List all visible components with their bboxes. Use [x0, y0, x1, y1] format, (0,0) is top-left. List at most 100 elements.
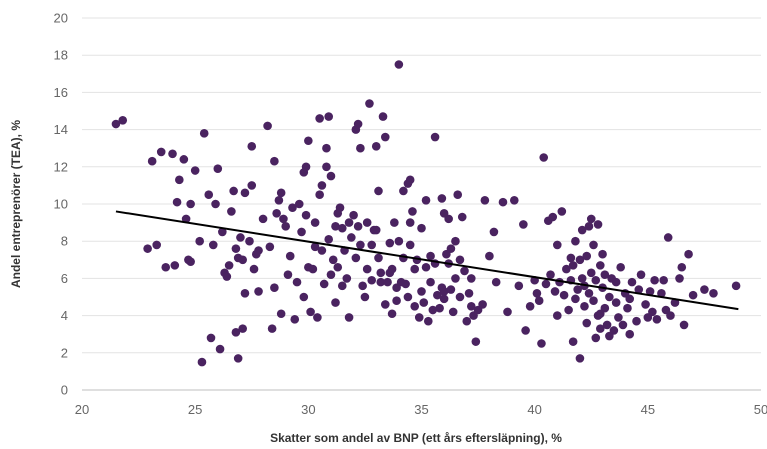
data-point: [414, 313, 424, 322]
trendline: [115, 210, 739, 311]
data-point: [337, 281, 347, 291]
data-point: [238, 324, 247, 333]
y-axis-title: Andel entreprenörer (TEA), %: [9, 120, 23, 288]
data-point: [249, 264, 259, 274]
y-tick-label: 6: [61, 271, 68, 286]
data-point: [270, 156, 279, 166]
data-point: [147, 156, 157, 166]
y-tick-label: 14: [54, 122, 68, 137]
data-point: [367, 240, 377, 250]
data-point: [616, 262, 625, 272]
data-point: [405, 218, 415, 227]
data-point: [623, 303, 632, 313]
data-point: [514, 281, 524, 291]
data-point: [247, 142, 257, 151]
data-point: [267, 324, 277, 333]
data-point: [399, 186, 408, 196]
data-point: [439, 209, 449, 218]
data-point: [650, 275, 659, 285]
data-point: [437, 194, 447, 203]
data-point: [532, 288, 542, 298]
data-point: [462, 316, 472, 326]
data-point: [455, 292, 465, 302]
data-point: [387, 309, 397, 319]
data-point: [229, 186, 238, 196]
data-point: [577, 274, 587, 283]
data-point: [279, 214, 288, 224]
y-tick-label: 20: [54, 11, 68, 26]
data-point: [290, 315, 300, 324]
data-point: [349, 210, 358, 220]
data-point: [417, 287, 426, 296]
data-point: [211, 199, 220, 209]
data-point: [328, 255, 338, 265]
data-point: [614, 313, 623, 322]
data-point: [596, 309, 605, 319]
data-point: [675, 274, 684, 283]
data-point: [374, 186, 383, 196]
data-point: [575, 354, 585, 363]
data-point: [426, 277, 435, 287]
data-point: [238, 255, 247, 265]
data-point: [376, 268, 386, 278]
data-point: [596, 324, 605, 333]
data-point: [310, 242, 320, 252]
data-point: [408, 207, 417, 216]
data-point: [233, 354, 243, 363]
data-point: [315, 114, 324, 123]
data-point: [118, 116, 128, 125]
data-point: [335, 203, 345, 213]
data-point: [344, 313, 354, 322]
data-point: [172, 197, 182, 207]
data-point: [466, 274, 476, 283]
x-tick-label: 45: [641, 402, 655, 417]
data-point: [593, 220, 603, 229]
data-point: [568, 337, 578, 346]
data-point: [331, 298, 340, 307]
data-point: [240, 288, 250, 298]
data-point: [181, 214, 191, 224]
data-point: [301, 162, 311, 172]
data-point: [401, 279, 410, 289]
data-point: [428, 305, 438, 315]
y-tick-label: 16: [54, 85, 68, 100]
data-point: [571, 294, 580, 304]
data-point: [421, 262, 431, 272]
data-point: [403, 292, 413, 302]
data-point: [677, 262, 687, 272]
data-point: [489, 227, 499, 237]
data-point: [731, 281, 741, 291]
y-tick-label: 18: [54, 48, 68, 63]
data-point: [485, 251, 494, 261]
data-point: [632, 316, 641, 326]
data-point: [240, 188, 250, 198]
data-point: [566, 253, 576, 263]
data-point: [648, 307, 657, 317]
data-point: [392, 296, 401, 306]
data-point: [605, 292, 614, 302]
data-point: [417, 223, 426, 233]
data-point: [589, 240, 598, 250]
y-tick-label: 0: [61, 383, 68, 398]
data-point: [374, 253, 383, 263]
data-point: [333, 262, 343, 272]
data-point: [634, 285, 644, 294]
data-point: [254, 287, 263, 296]
data-point: [304, 136, 313, 146]
data-point: [541, 279, 551, 289]
data-point: [281, 222, 291, 231]
data-point: [143, 244, 152, 253]
data-point: [258, 214, 268, 224]
data-point: [589, 296, 598, 306]
data-point: [618, 320, 628, 330]
data-point: [625, 329, 635, 339]
data-point: [342, 274, 352, 283]
data-point: [582, 251, 592, 261]
data-point: [684, 249, 693, 259]
data-point: [509, 195, 519, 205]
data-point: [480, 195, 490, 205]
data-point: [586, 268, 596, 278]
data-point: [324, 235, 334, 244]
data-point: [455, 255, 465, 265]
data-point: [231, 244, 241, 253]
